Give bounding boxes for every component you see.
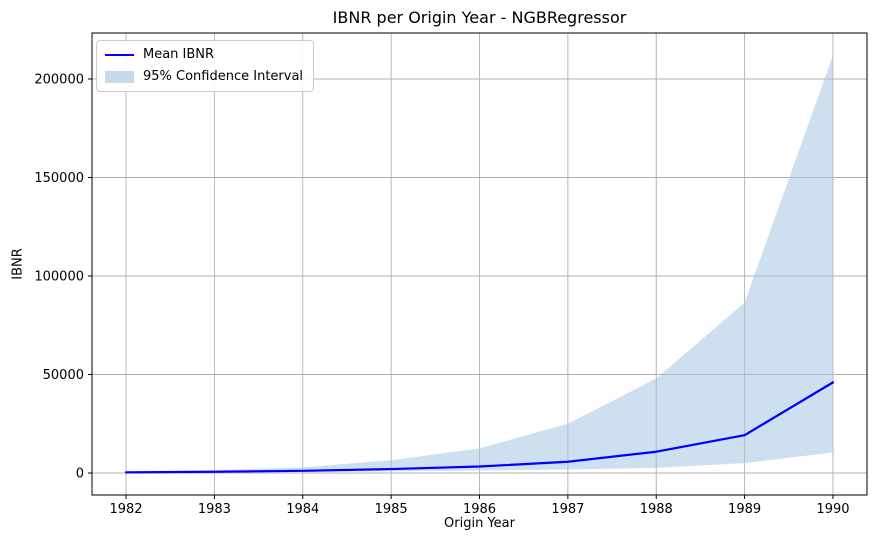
x-tick-label: 1985: [375, 502, 408, 517]
y-tick-label: 150000: [34, 171, 84, 186]
y-tick-label: 0: [76, 466, 84, 481]
x-tick-label: 1990: [816, 502, 849, 517]
y-axis-label: IBNR: [10, 248, 26, 280]
legend: Mean IBNR 95% Confidence Interval: [96, 40, 315, 92]
x-tick-label: 1989: [728, 502, 761, 517]
x-tick-label: 1983: [198, 502, 231, 517]
mean-line: [124, 381, 835, 474]
legend-item-confidence-interval: 95% Confidence Interval: [105, 68, 303, 85]
x-tick-label: 1984: [286, 502, 319, 517]
legend-label: Mean IBNR: [143, 47, 215, 62]
confidence-band: [126, 55, 833, 473]
mean-line-swatch-icon: [105, 53, 134, 56]
y-tick-label: 200000: [34, 72, 84, 87]
x-tick-label: 1988: [640, 502, 673, 517]
legend-label: 95% Confidence Interval: [143, 69, 304, 84]
y-tick-label: 100000: [34, 269, 84, 284]
chart-title: IBNR per Origin Year - NGBRegressor: [332, 8, 627, 27]
x-tick-label: 1986: [463, 502, 496, 517]
confidence-band-swatch-icon: [105, 70, 134, 83]
x-axis-label: Origin Year: [444, 516, 515, 531]
legend-item-mean-ibnr: Mean IBNR: [105, 46, 303, 63]
x-tick-label: 1982: [109, 502, 142, 517]
y-tick-label: 50000: [43, 368, 84, 383]
x-tick-label: 1987: [551, 502, 584, 517]
